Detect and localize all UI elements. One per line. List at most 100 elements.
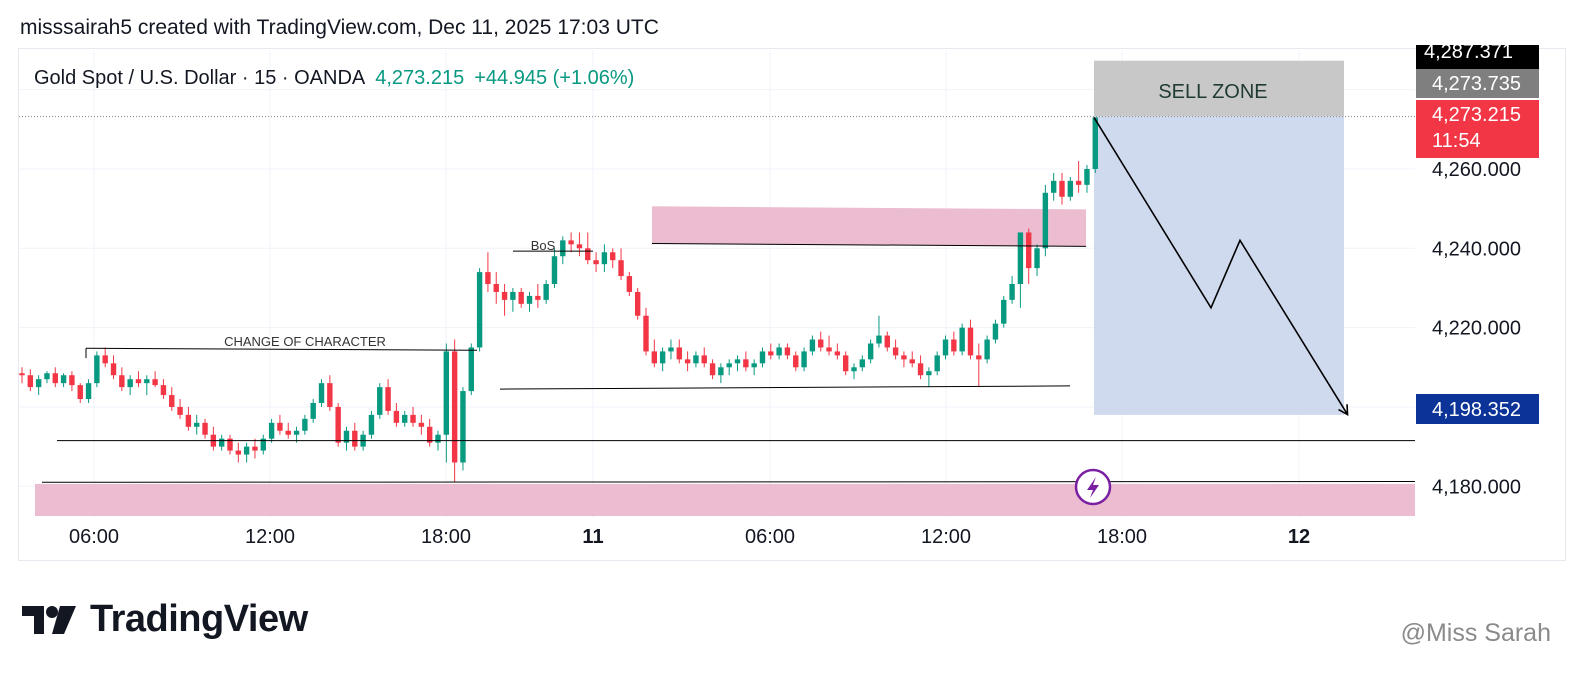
candle-body [501, 291, 508, 300]
y-axis-tick-label: 4,260.000 [1432, 159, 1521, 181]
candle-body [1075, 180, 1082, 185]
target-price-text: 4,198.352 [1432, 399, 1521, 421]
candle-body [892, 347, 899, 356]
candle-body [476, 272, 483, 348]
candle-body [734, 359, 741, 364]
candle-body [318, 383, 325, 403]
candle-body [884, 335, 890, 348]
y-axis-tick-label: 4,220.000 [1432, 318, 1521, 340]
price-change: +44.945 (+1.06%) [474, 67, 635, 89]
candle-body [876, 335, 882, 344]
candle-body [1092, 117, 1098, 169]
symbol-name: Gold Spot / U.S. Dollar · 15 · OANDA [34, 67, 366, 89]
candle-body [684, 359, 691, 364]
candle-body [468, 347, 474, 392]
candle-body [493, 284, 499, 292]
candle-body [402, 414, 408, 423]
candle-body [1067, 180, 1074, 197]
candle-body [776, 347, 782, 356]
candle-body [285, 430, 291, 435]
candle-body [585, 248, 591, 261]
candle-body [35, 379, 42, 388]
candle-body [659, 351, 666, 364]
candle-body [227, 438, 233, 451]
candle-body [410, 414, 416, 423]
candle-body [202, 422, 208, 435]
candles [19, 117, 1098, 483]
candle-body [1034, 248, 1040, 269]
candle-body [368, 414, 375, 435]
candle-body [568, 240, 574, 245]
candle-body [127, 379, 133, 388]
candle-body [77, 385, 83, 400]
candle-body [169, 395, 175, 407]
candle-body [418, 422, 425, 427]
x-axis-tick-label: 06:00 [745, 526, 795, 548]
candle-body [1050, 180, 1057, 193]
sell-zone-label: SELL ZONE [1158, 81, 1267, 103]
candle-body [593, 260, 599, 265]
range-low-line [499, 385, 1071, 390]
candle-body [152, 379, 158, 386]
tradingview-logo-icon [22, 605, 76, 634]
tradingview-brand[interactable]: TradingView [22, 598, 308, 641]
candle-body [1059, 180, 1065, 197]
candle-body [768, 351, 774, 356]
x-axis-tick-label: 12 [1288, 526, 1310, 548]
candle-body [967, 327, 974, 356]
last-price-badge [1416, 100, 1539, 158]
choch-label: CHANGE OF CHARACTER [224, 334, 386, 349]
candle-body [377, 387, 383, 415]
candle-body [1001, 299, 1007, 324]
candle-body [510, 291, 516, 300]
candle-body [343, 430, 350, 443]
high-price-badge [1416, 69, 1539, 98]
projection-box [1094, 116, 1344, 415]
candle-body [618, 260, 624, 277]
supply-zone-base [651, 243, 1087, 247]
candle-body [443, 351, 450, 435]
author-watermark: @Miss Sarah [1400, 619, 1551, 647]
candle-body [135, 379, 142, 384]
candle-body [1017, 232, 1024, 284]
candle-body [19, 373, 25, 376]
brand-name: TradingView [90, 598, 308, 640]
candle-body [842, 355, 849, 372]
candle-body [119, 375, 125, 388]
candle-body [834, 351, 841, 356]
candle-body [909, 359, 915, 364]
candle-body [901, 355, 907, 360]
candle-body [85, 383, 92, 400]
candle-body [984, 339, 990, 360]
candle-body [668, 347, 674, 352]
candle-body [676, 347, 682, 360]
demand-zone [35, 483, 1415, 517]
y-axis-tick-label: 4,180.000 [1432, 476, 1521, 498]
candle-body [393, 410, 400, 423]
candle-body [535, 295, 541, 300]
candle-body [435, 434, 441, 443]
candle-body [976, 355, 982, 360]
candle-body [851, 367, 857, 372]
support-line-low [41, 481, 1416, 483]
candle-body [917, 363, 924, 376]
candle-body [784, 347, 791, 356]
candle-body [709, 363, 716, 376]
candle-body [235, 450, 242, 455]
candle-body [293, 430, 300, 435]
projection-arrow [1093, 117, 1349, 416]
candle-body [551, 256, 558, 284]
candle-body [194, 422, 200, 427]
x-axis-tick-label: 12:00 [245, 526, 295, 548]
candle-body [693, 355, 699, 364]
candle-body [1042, 192, 1049, 249]
candle-body [27, 375, 34, 388]
candle-body [1026, 232, 1032, 269]
top-price-badge [1416, 45, 1539, 69]
candle-body [518, 291, 524, 304]
bos-label: BoS [531, 238, 556, 253]
candle-body [60, 375, 67, 384]
candle-body [327, 383, 333, 407]
candle-body [260, 438, 266, 451]
